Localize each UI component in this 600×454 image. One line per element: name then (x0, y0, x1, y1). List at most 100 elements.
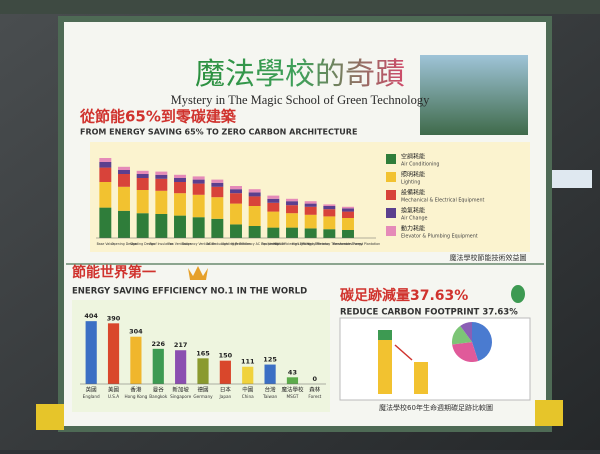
bar-segment (99, 167, 112, 182)
bar (152, 348, 164, 384)
x-tick-label: High Efficiency Transformers (307, 242, 353, 246)
bar-segment (211, 186, 224, 198)
x-tick-label: 曼谷 (153, 386, 165, 394)
bar-segment (323, 216, 336, 230)
bar-segment (248, 192, 261, 197)
bar-segment (155, 171, 168, 175)
bar-segment (211, 218, 224, 238)
bar-segment (192, 176, 205, 180)
bar-segment (304, 206, 317, 215)
x-tick-label: High Efficiency Lighting (273, 242, 311, 246)
chart-panel (339, 317, 531, 401)
x-tick-label: 新加坡 (172, 386, 189, 394)
bar-segment (323, 206, 336, 210)
bar-segment (267, 202, 280, 212)
pie-slice (452, 342, 479, 362)
legend-label: 設備耗能 (401, 189, 425, 197)
bar-segment (304, 203, 317, 207)
carbon-bar (378, 330, 392, 394)
note: 魔法學校60年生命週期碳足跡比較圖 (379, 403, 493, 412)
bar-segment (174, 174, 186, 178)
bar-segment (342, 208, 354, 212)
x-tick-label: 英國 (86, 386, 98, 394)
x-tick-label: Bangkok (149, 394, 168, 399)
bar-segment (304, 201, 317, 204)
section-heading: 碳足跡減量37.63% (340, 287, 468, 304)
x-tick-label: China (242, 394, 254, 399)
bar-segment (99, 207, 112, 238)
legend-label: 換氣耗能 (401, 207, 425, 215)
bar-segment (136, 190, 149, 214)
bar-segment (248, 189, 261, 193)
crown-icon (188, 266, 208, 280)
pie-slice (460, 322, 472, 342)
carbon-bar (378, 330, 392, 340)
bar-segment (118, 210, 130, 238)
x-tick-label: 中國 (242, 386, 254, 394)
legend-label: Elevator & Plumbing Equipment (401, 234, 478, 240)
legend-swatch (386, 226, 396, 236)
bar-segment (136, 174, 149, 178)
bar-segment (304, 214, 317, 229)
pie-slice (472, 322, 492, 362)
value-label: 150 (219, 352, 233, 360)
x-tick-label: 德國 (197, 386, 209, 394)
bar-segment (136, 178, 149, 190)
legend-swatch (386, 154, 396, 164)
bar-segment (155, 214, 168, 238)
x-tick-label: Opening Design (111, 242, 136, 246)
arrow (394, 344, 413, 361)
bar-segment (248, 206, 261, 226)
note: 魔法學校節能技術效益圖 (450, 253, 527, 262)
value-label: 165 (196, 349, 210, 357)
bar-segment (267, 195, 280, 199)
x-tick-label: High Efficiency AC Equipment (231, 242, 279, 246)
bar-segment (192, 179, 205, 184)
bar-segment (174, 182, 186, 194)
bar-segment (192, 217, 205, 238)
bracket (535, 400, 563, 426)
x-tick-label: Forest (308, 394, 321, 399)
legend-swatch (386, 190, 396, 200)
bar-segment (192, 183, 205, 195)
bar-segment (230, 189, 242, 194)
value-label: 404 (84, 312, 98, 320)
bar-segment (230, 224, 242, 238)
bar (85, 321, 97, 384)
bar-segment (174, 178, 186, 182)
bar-segment (136, 213, 149, 238)
footprint-icon (511, 285, 525, 303)
x-tick-label: Buoyancy Ventilation (182, 242, 216, 246)
x-tick-label: Germany (193, 394, 213, 399)
value-label: 125 (263, 356, 277, 364)
bar-segment (323, 209, 336, 217)
bar-segment (192, 194, 205, 218)
x-tick-label: 日本 (220, 386, 232, 394)
bar-segment (286, 198, 298, 202)
bar-segment (304, 228, 317, 238)
section-heading-en: REDUCE CARBON FOOTPRINT 37.63% (340, 308, 518, 318)
legend-label: Lighting (401, 180, 420, 186)
value-label: 217 (174, 341, 188, 349)
x-tick-label: High Efficiency Elevator (292, 242, 331, 246)
bar-segment (155, 190, 168, 214)
bar-segment (230, 186, 242, 190)
title: 魔法學校的奇蹟 (195, 57, 405, 92)
legend-panel (380, 142, 530, 252)
section-heading: 從節能65%到零碳建築 (79, 108, 237, 126)
bar-segment (286, 227, 298, 238)
legend-swatch (386, 172, 396, 182)
bar-segment (342, 206, 354, 209)
x-tick-label: Base Value (97, 242, 115, 246)
bar-segment (155, 174, 168, 179)
bar-segment (230, 203, 242, 225)
x-tick-label: Fan Ventilation (262, 242, 286, 246)
bar-segment (286, 213, 298, 228)
bar-segment (99, 162, 112, 168)
section-heading-en: ENERGY SAVING EFFICIENCY NO.1 IN THE WOR… (72, 287, 307, 297)
bar (264, 364, 276, 384)
x-tick-label: Hong Kong (125, 394, 148, 399)
bar (175, 350, 187, 384)
bar-segment (323, 229, 336, 238)
building-photo (420, 55, 528, 135)
